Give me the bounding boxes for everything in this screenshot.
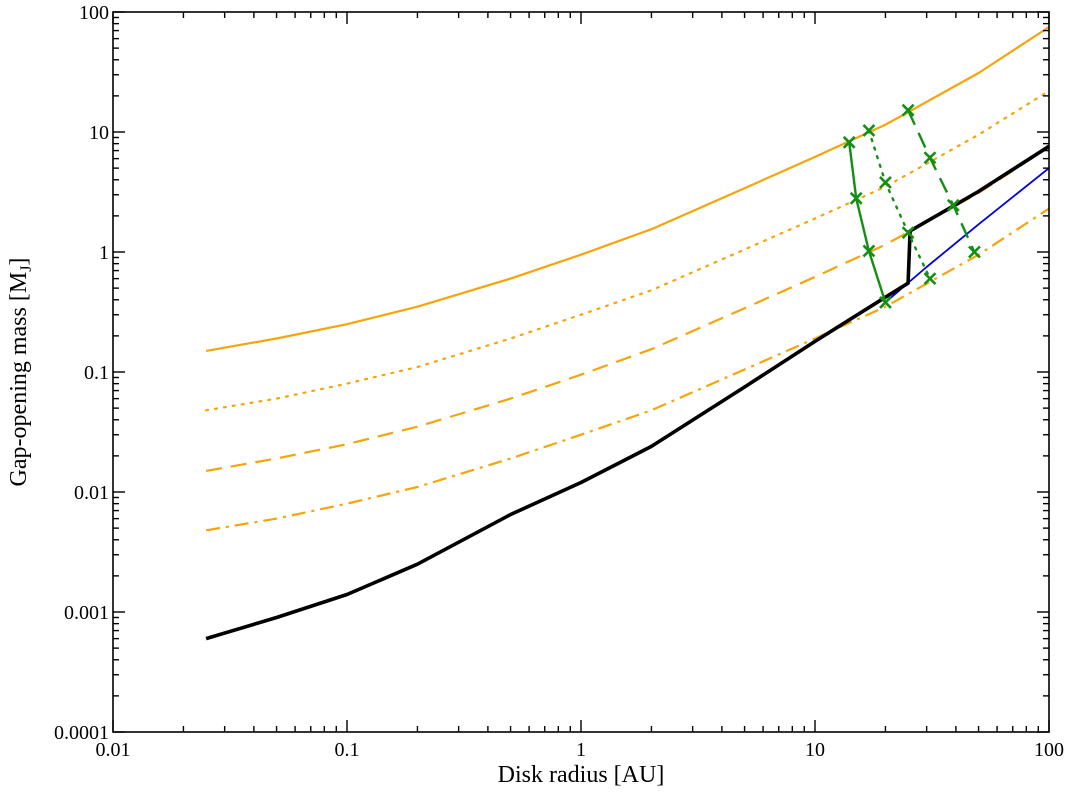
x-axis-label: Disk radius [AU] [498, 762, 665, 788]
y-tick-label: 0.1 [84, 362, 109, 384]
x-tick-label: 100 [1034, 739, 1064, 761]
series-black [205, 144, 1050, 641]
series-orange-solid [205, 26, 1050, 352]
x-tick-label: 0.1 [335, 739, 360, 761]
series-orange-dashed [205, 146, 1050, 472]
y-tick-label: 0.01 [74, 482, 109, 504]
series-green-dashed [907, 109, 976, 253]
y-tick-label: 100 [79, 2, 109, 24]
marker-green-solid [842, 135, 856, 149]
y-tick-label: 0.001 [64, 602, 109, 624]
y-tick-label: 1 [99, 242, 109, 264]
y-axis-label: Gap-opening mass [MJ] [6, 258, 35, 487]
series-green-solid [848, 142, 887, 303]
marker-green-dotted [879, 176, 892, 189]
marker-green-dashed [967, 245, 981, 259]
marker-green-solid [862, 244, 876, 258]
marker-green-dotted [862, 124, 876, 137]
marker-green-solid [879, 296, 892, 309]
axis-ticks [112, 11, 1050, 733]
x-tick-label: 1 [576, 739, 586, 761]
tick-labels: 0.01 0.1 1 10 100 0.0001 0.001 0.01 0.1 1 10 100 [54, 2, 1064, 761]
marker-green-dashed [923, 151, 937, 165]
marker-green-dotted [923, 272, 937, 286]
marker-green-solid [849, 191, 863, 205]
series-green-dotted [867, 129, 932, 280]
y-tick-label: 0.0001 [54, 722, 109, 744]
marker-green-dashed [946, 198, 960, 212]
series-orange-dashdot [205, 207, 1050, 532]
x-tick-label: 10 [805, 739, 825, 761]
marker-green-dotted [901, 226, 915, 240]
x-tick-label: 0.01 [96, 739, 131, 761]
series-orange-dotted [205, 89, 1051, 412]
y-tick-label: 10 [89, 122, 109, 144]
marker-green-dashed [901, 103, 915, 117]
plot-area [205, 26, 1051, 641]
